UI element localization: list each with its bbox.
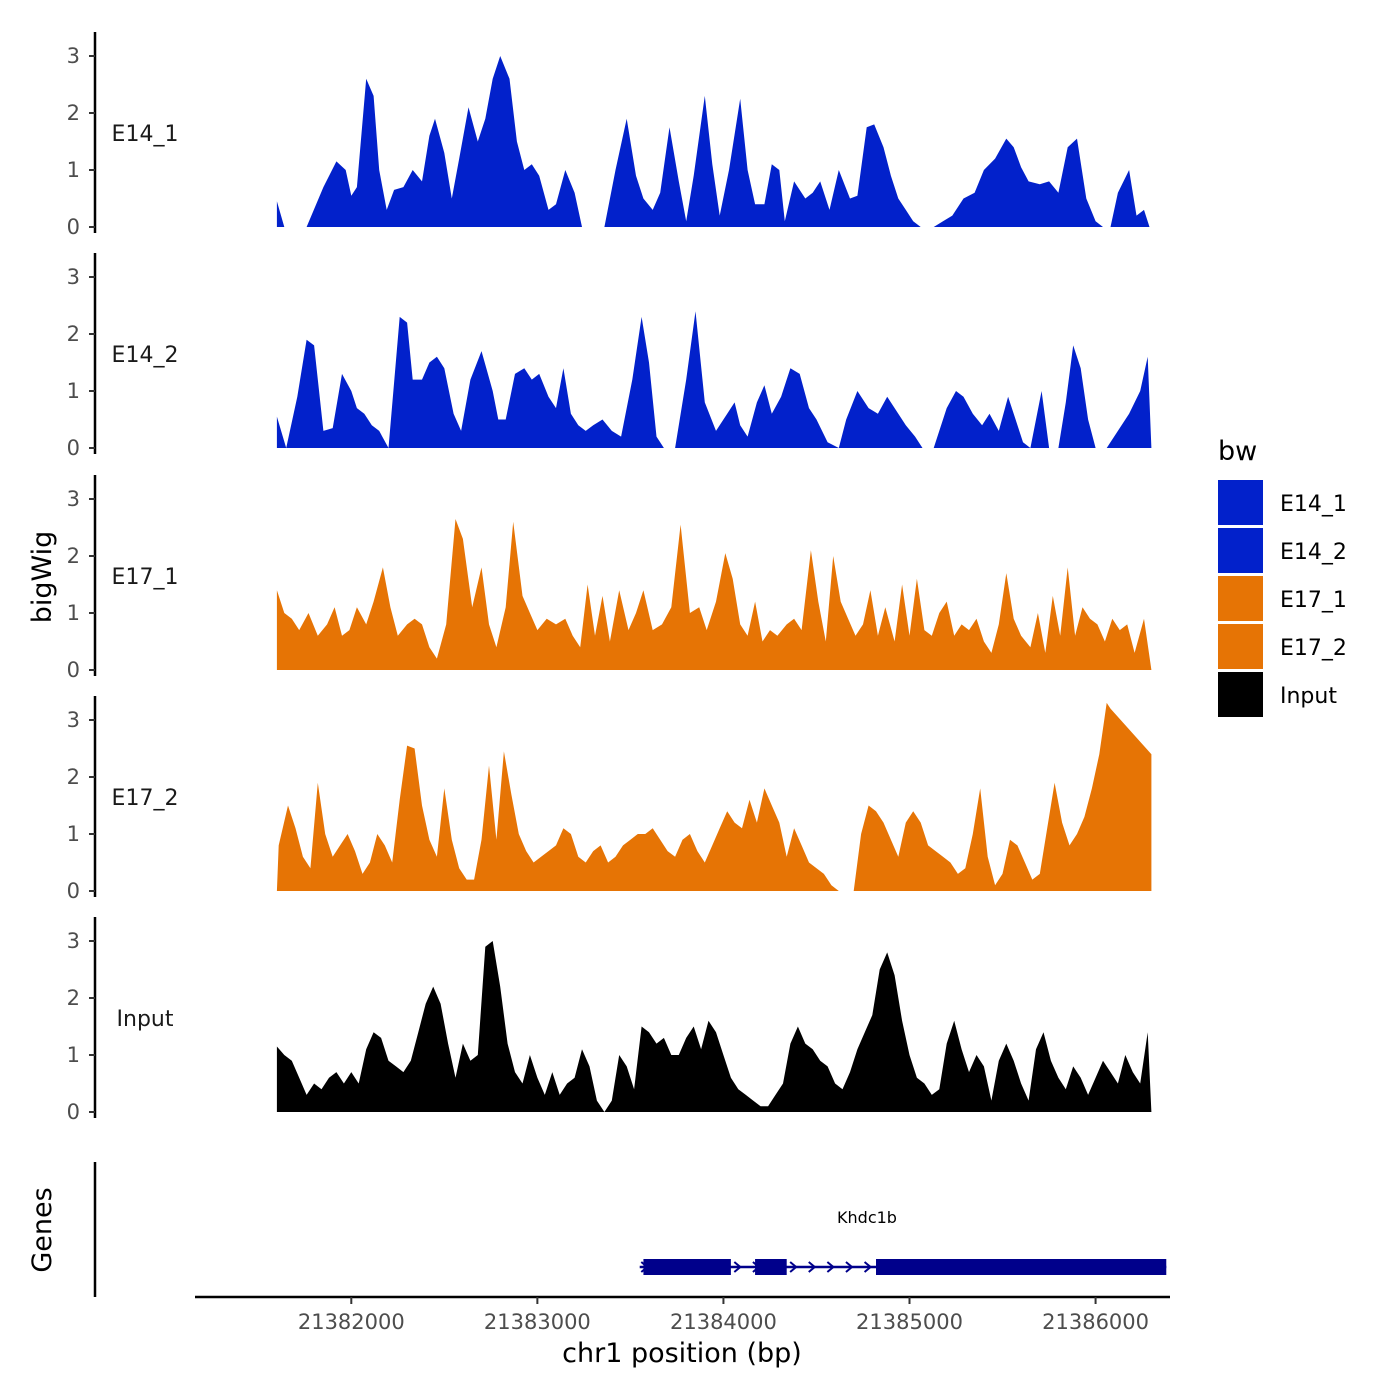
- legend-label: E14_2: [1280, 540, 1347, 565]
- legend-swatch-E17_2: [1218, 624, 1263, 669]
- gene-track-title: Genes: [27, 1187, 58, 1272]
- x-axis-title: chr1 position (bp): [562, 1338, 802, 1369]
- track-label: E17_2: [112, 786, 179, 811]
- track-Input: 0 1 2 3 Input: [67, 917, 1152, 1124]
- gene-name-label: Khdc1b: [837, 1208, 897, 1227]
- y-tick-label: 3: [67, 929, 80, 953]
- track-label: E17_1: [112, 565, 179, 590]
- strand-arrow: [826, 1261, 835, 1273]
- y-axis-title: bigWig: [27, 531, 58, 624]
- track-E14_1: 0 1 2 3 E14_1: [67, 32, 1150, 239]
- signal-area-E14_1: [276, 56, 1150, 227]
- y-tick-label: 1: [67, 601, 80, 625]
- legend-label: E14_1: [1280, 492, 1347, 517]
- legend-label: Input: [1280, 684, 1337, 709]
- track-E17_1: 0 1 2 3 E17_1: [67, 475, 1152, 682]
- x-tick-label: 21384000: [670, 1310, 777, 1334]
- legend: bw E14_1 E14_2 E17_1 E17_2 Input: [1218, 436, 1347, 717]
- y-tick-label: 3: [67, 708, 80, 732]
- track-label: E14_1: [112, 122, 179, 147]
- strand-arrow: [808, 1261, 817, 1273]
- strand-arrow: [845, 1261, 854, 1273]
- y-tick-label: 3: [67, 487, 80, 511]
- y-tick-label: 1: [67, 822, 80, 846]
- strand-arrow: [789, 1261, 798, 1273]
- strand-arrow: [863, 1261, 873, 1273]
- y-tick-label: 0: [67, 879, 80, 903]
- strand-arrow: [733, 1261, 742, 1273]
- x-axis: 21382000 21383000 21384000 21385000 21386000: [195, 1295, 1170, 1334]
- x-tick-label: 21382000: [298, 1310, 405, 1334]
- y-tick-label: 1: [67, 158, 80, 182]
- y-tick-label: 2: [67, 544, 80, 568]
- signal-area-Input: [276, 941, 1152, 1112]
- track-E17_2: 0 1 2 3 E17_2: [67, 696, 1152, 903]
- y-tick-label: 2: [67, 101, 80, 125]
- gene-exon: [643, 1259, 731, 1275]
- y-tick-label: 2: [67, 322, 80, 346]
- legend-title: bw: [1218, 436, 1257, 467]
- legend-swatch-E17_1: [1218, 576, 1263, 621]
- y-tick-label: 3: [67, 44, 80, 68]
- y-tick-label: 3: [67, 265, 80, 289]
- y-tick-label: 0: [67, 436, 80, 460]
- legend-swatch-E14_1: [1218, 480, 1263, 525]
- x-tick-label: 21385000: [856, 1310, 963, 1334]
- legend-swatch-E14_2: [1218, 528, 1263, 573]
- gene-exon: [755, 1259, 787, 1275]
- gene-exon: [876, 1259, 1167, 1275]
- y-tick-label: 2: [67, 765, 80, 789]
- y-tick-label: 2: [67, 986, 80, 1010]
- y-tick-label: 0: [67, 215, 80, 239]
- signal-area-E17_1: [276, 519, 1152, 670]
- track-E14_2: 0 1 2 3 E14_2: [67, 253, 1152, 460]
- legend-label: E17_1: [1280, 588, 1347, 613]
- y-tick-label: 0: [67, 1100, 80, 1124]
- x-tick-label: 21386000: [1042, 1310, 1149, 1334]
- y-tick-label: 1: [67, 379, 80, 403]
- signal-area-E17_2: [276, 702, 1152, 891]
- signal-tracks: 0 1 2 3 E14_1 0 1 2 3 E14_2 0 1 2 3 E17_1 0 1 2 3 E17_2 0 1 2 3…: [67, 32, 1152, 1124]
- gene-track: Khdc1b: [93, 1162, 1167, 1297]
- legend-swatch-Input: [1218, 672, 1263, 717]
- legend-label: E17_2: [1280, 636, 1347, 661]
- signal-area-E14_2: [276, 311, 1152, 448]
- track-label: E14_2: [112, 343, 179, 368]
- x-tick-label: 21383000: [484, 1310, 591, 1334]
- track-label: Input: [117, 1007, 174, 1032]
- y-tick-label: 1: [67, 1043, 80, 1067]
- y-tick-label: 0: [67, 658, 80, 682]
